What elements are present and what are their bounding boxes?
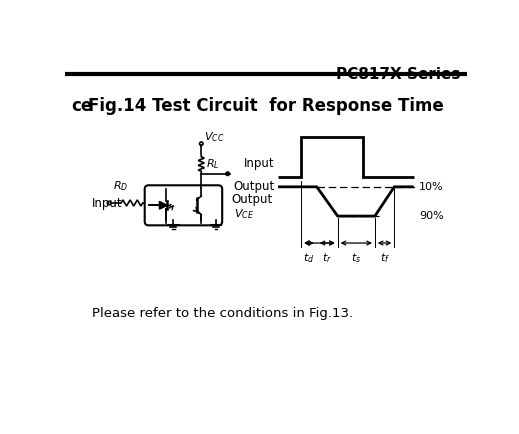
Text: $R_L$: $R_L$	[206, 157, 220, 171]
Text: ce: ce	[71, 97, 92, 115]
Text: Please refer to the conditions in Fig.13.: Please refer to the conditions in Fig.13…	[92, 307, 353, 320]
Text: Output: Output	[233, 181, 274, 193]
Text: $V_{CE}$: $V_{CE}$	[234, 207, 254, 220]
Text: $t_s$: $t_s$	[351, 251, 361, 265]
Text: Output: Output	[231, 193, 273, 206]
Text: $t_r$: $t_r$	[322, 251, 332, 265]
Circle shape	[226, 172, 229, 175]
Text: 90%: 90%	[419, 211, 444, 221]
Text: $t_d$: $t_d$	[303, 251, 315, 265]
FancyBboxPatch shape	[145, 185, 222, 225]
Polygon shape	[159, 201, 167, 209]
Text: $t_f$: $t_f$	[379, 251, 390, 265]
Text: $R_D$: $R_D$	[113, 179, 128, 193]
Text: Input: Input	[92, 197, 122, 210]
Text: Input: Input	[243, 157, 274, 170]
Text: Fig.14 Test Circuit  for Response Time: Fig.14 Test Circuit for Response Time	[89, 97, 444, 115]
Text: PC817X Series: PC817X Series	[336, 67, 460, 82]
Text: 10%: 10%	[419, 182, 444, 192]
Text: $V_{CC}$: $V_{CC}$	[204, 131, 225, 145]
